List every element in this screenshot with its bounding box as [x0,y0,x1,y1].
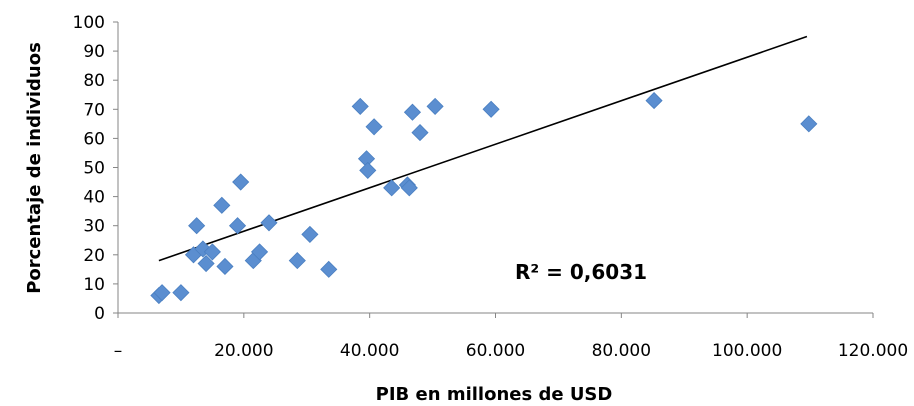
data-point [359,161,377,179]
x-axis-ticks: – 20.000 40.000 60.000 80.000 100.000 120.000 [114,313,908,361]
data-point [482,100,500,118]
data-point [194,240,212,258]
data-point [800,115,818,133]
x-tick-label: 40.000 [340,341,399,361]
data-point [203,243,221,261]
x-tick-label: – [114,341,123,361]
trendline-group [158,35,808,262]
y-tick-label: 90 [83,42,105,62]
x-tick-label: 60.000 [466,341,525,361]
x-tick-label: 120.000 [838,341,908,361]
data-point [232,173,250,191]
x-axis-title: PIB en millones de USD [376,384,613,405]
data-point [250,243,269,261]
y-tick-label: 50 [83,159,105,179]
data-point [426,97,444,115]
trendline [158,35,808,262]
data-point [260,214,278,232]
data-point [213,196,231,214]
r-squared-annotation: R² = 0,6031 [515,260,647,284]
data-point [301,225,319,243]
data-point [365,118,383,136]
data-point [216,257,234,276]
x-tick-label: 80.000 [592,341,651,361]
y-tick-label: 0 [94,304,105,324]
data-point [351,97,369,115]
y-tick-label: 10 [83,275,105,295]
y-tick-label: 60 [83,129,105,149]
data-point [228,217,247,235]
data-points [150,92,818,305]
data-point [153,284,171,302]
y-tick-label: 100 [73,13,105,33]
data-point [288,252,306,270]
y-tick-label: 30 [83,217,105,237]
y-axis-ticks: 0 10 20 30 40 50 60 70 80 90 100 [73,13,118,324]
y-tick-label: 70 [83,100,105,120]
y-tick-label: 40 [83,188,105,208]
data-point [400,179,418,197]
x-tick-label: 20.000 [214,341,273,361]
data-point [403,103,422,121]
y-axis-title: Porcentaje de individuos [24,42,45,294]
data-point [383,179,401,197]
y-tick-label: 20 [83,246,105,266]
data-point [188,217,206,235]
data-point [197,254,215,273]
data-point [411,124,429,142]
data-point [645,92,663,110]
chart-axes [117,22,873,314]
data-point [320,260,338,278]
y-tick-label: 80 [83,71,105,91]
x-tick-label: 100.000 [712,341,782,361]
data-point [172,284,190,302]
